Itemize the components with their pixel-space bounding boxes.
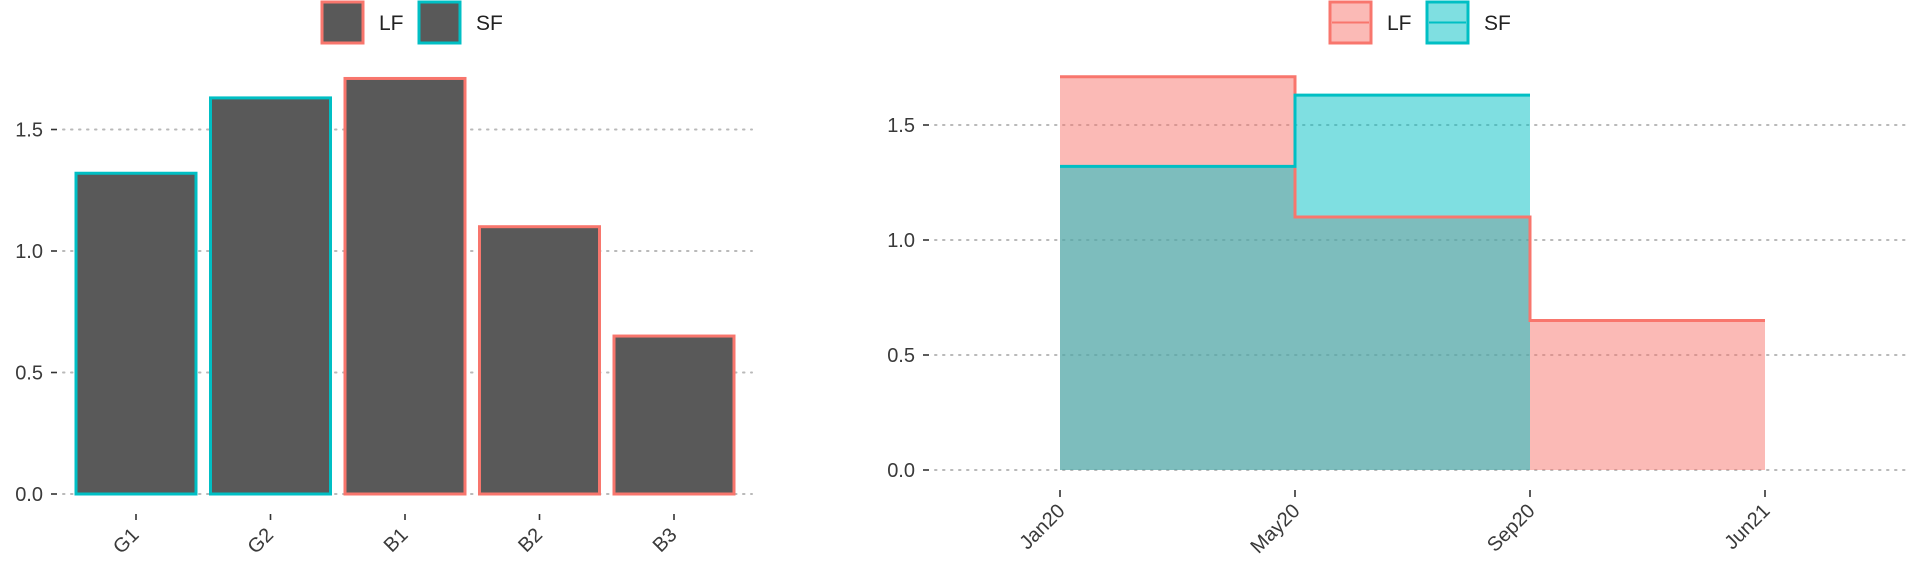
legend-label: LF [379, 12, 404, 35]
area-sf [1060, 95, 1530, 470]
y-tick-label: 1.0 [15, 241, 43, 263]
x-tick-label: B2 [514, 524, 547, 557]
legend-label: SF [1484, 12, 1511, 35]
x-tick-label: Jan20 [1015, 500, 1069, 554]
x-tick-label: G2 [244, 524, 278, 558]
x-tick-label: Sep20 [1483, 500, 1539, 556]
bar-b3 [612, 334, 736, 496]
legend-key-sf [417, 0, 462, 45]
y-tick-label: 0.5 [887, 345, 915, 367]
x-tick-label: B1 [380, 524, 413, 557]
y-tick-label: 0.0 [15, 484, 43, 506]
x-tick-label: G1 [109, 524, 143, 558]
bar-g2 [209, 96, 332, 496]
legend-label: SF [476, 12, 503, 35]
y-tick-label: 1.5 [887, 115, 915, 137]
legend-label: LF [1387, 12, 1412, 35]
legend-key-lf [320, 0, 365, 45]
bar-g1 [74, 171, 198, 496]
x-tick-label: B3 [649, 524, 682, 557]
step-line-lf [1060, 75, 1765, 322]
y-tick-label: 1.5 [15, 120, 43, 142]
bar-b1 [343, 76, 467, 496]
y-tick-label: 1.0 [887, 230, 915, 252]
step-line-sf [1060, 93, 1530, 168]
y-tick-label: 0.5 [15, 363, 43, 385]
x-tick-label: Jun21 [1720, 500, 1774, 554]
y-tick-label: 0.0 [887, 460, 915, 482]
bar-b2 [478, 225, 601, 496]
x-tick-label: May20 [1247, 500, 1305, 558]
